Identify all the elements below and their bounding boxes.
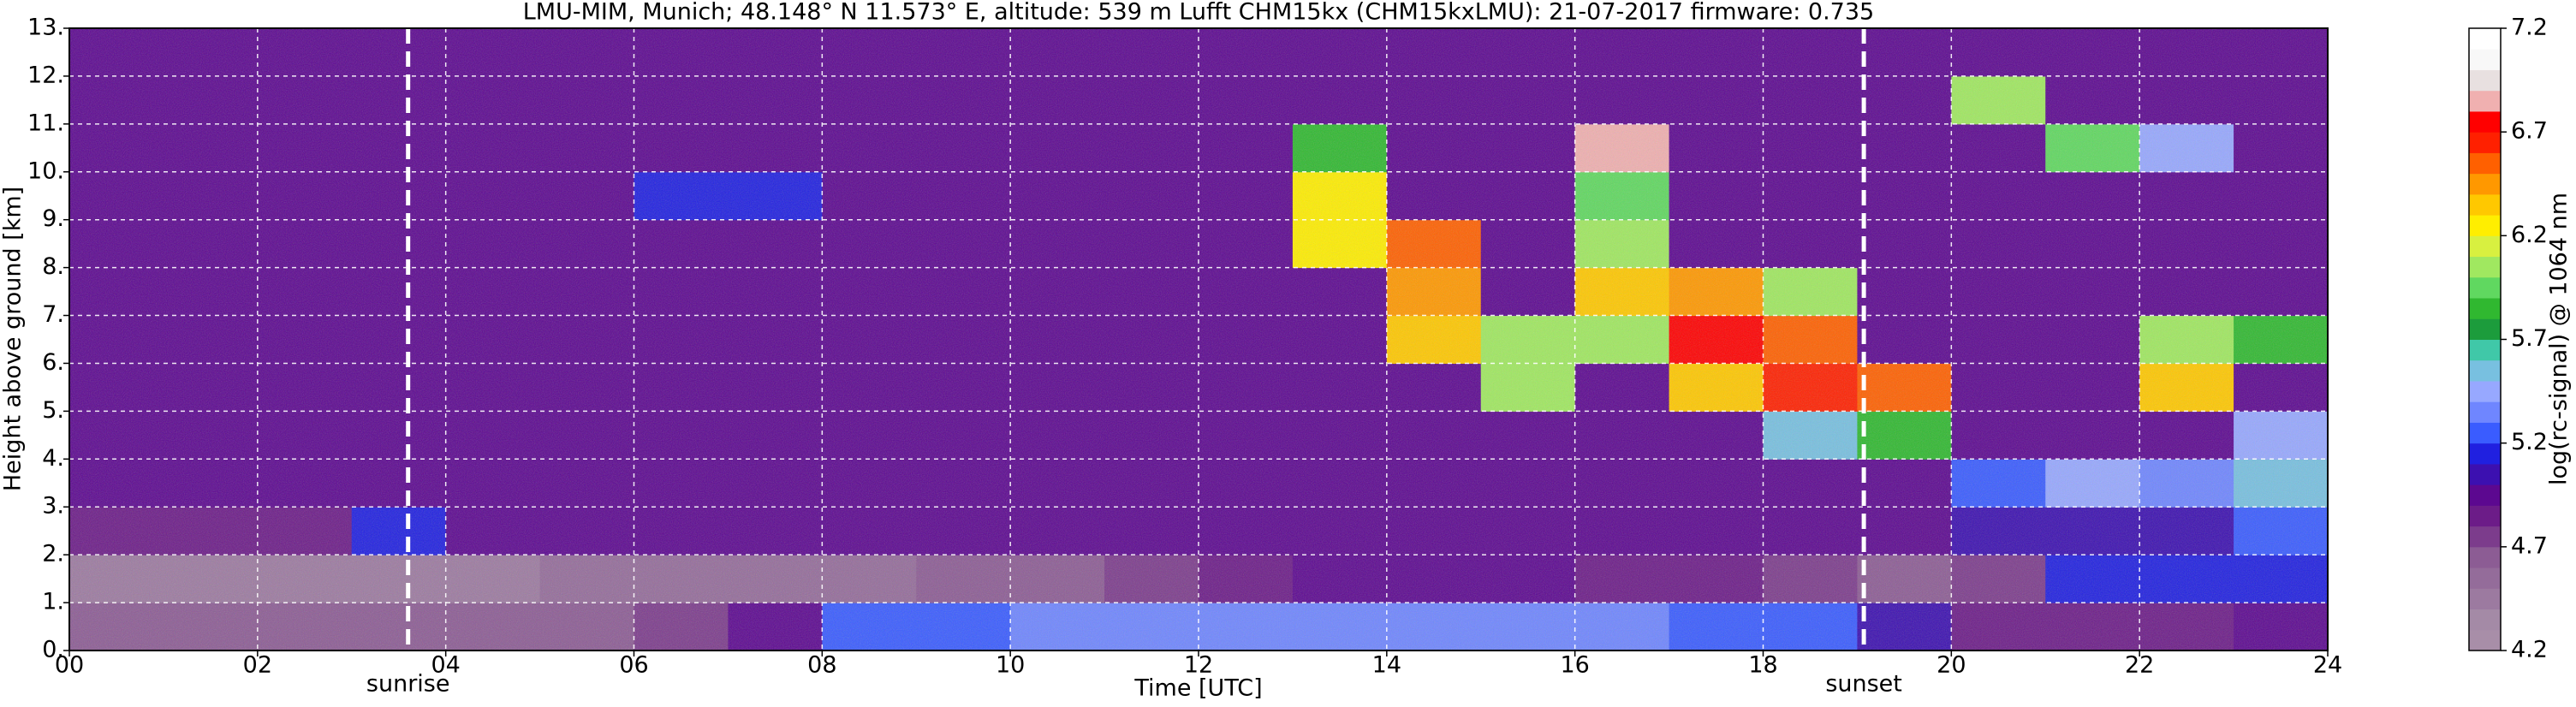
y-tick-label: 8. bbox=[42, 253, 64, 280]
colorbar-segment bbox=[2469, 215, 2501, 236]
x-tick-label: 18 bbox=[1748, 652, 1777, 679]
colorbar-segment bbox=[2469, 505, 2501, 527]
y-axis-label: Height above ground [km] bbox=[0, 187, 27, 491]
colorbar-tick-label: 4.7 bbox=[2511, 532, 2548, 559]
x-tick-label: 08 bbox=[807, 652, 836, 679]
x-tick-label: 04 bbox=[431, 652, 460, 679]
colorbar-segment bbox=[2469, 443, 2501, 465]
colorbar-segment bbox=[2469, 567, 2501, 589]
colorbar-tick-label: 6.2 bbox=[2511, 222, 2548, 248]
colorbar-segment bbox=[2469, 28, 2501, 50]
colorbar-segment bbox=[2469, 546, 2501, 568]
colorbar-segment bbox=[2469, 193, 2501, 216]
x-tick-label: 12 bbox=[1184, 652, 1213, 679]
colorbar-segment bbox=[2469, 401, 2501, 423]
colorbar-segment bbox=[2469, 110, 2501, 133]
y-tick-label: 11. bbox=[27, 110, 64, 136]
colorbar-segment bbox=[2469, 629, 2501, 651]
annotation-label: sunset bbox=[1825, 671, 1902, 698]
colorbar-segment bbox=[2469, 359, 2501, 382]
x-tick-label: 10 bbox=[996, 652, 1025, 679]
colorbar-segment bbox=[2469, 380, 2501, 402]
colorbar-tick-label: 6.7 bbox=[2511, 118, 2548, 145]
y-tick-label: 9. bbox=[42, 205, 64, 232]
colorbar-segment bbox=[2469, 132, 2501, 153]
plot-frame bbox=[68, 27, 2329, 651]
colorbar-tick-label: 5.2 bbox=[2511, 429, 2548, 455]
x-tick-label: 22 bbox=[2125, 652, 2154, 679]
y-tick-label: 4. bbox=[42, 445, 64, 472]
y-tick-label: 1. bbox=[42, 589, 64, 615]
colorbar-segment bbox=[2469, 173, 2501, 195]
colorbar-segment bbox=[2469, 152, 2501, 175]
colorbar-label: log(rc-signal) @ 1064 nm bbox=[2546, 193, 2573, 485]
x-tick-label: 24 bbox=[2313, 652, 2342, 679]
y-tick-label: 2. bbox=[42, 541, 64, 567]
annotation-label: sunrise bbox=[366, 671, 450, 698]
colorbar-segment bbox=[2469, 318, 2501, 340]
colorbar-tick-label: 5.7 bbox=[2511, 325, 2548, 352]
colorbar-segment bbox=[2469, 235, 2501, 258]
overlay: 00 02 04 06 08 10 12 14 16 18 20 22 24 0. 1. 2. 3. 4. 5. 6.… bbox=[27, 15, 2548, 698]
colorbar-segment bbox=[2469, 526, 2501, 548]
x-tick-label: 02 bbox=[243, 652, 272, 679]
colorbar-segment bbox=[2469, 588, 2501, 610]
chart-title: LMU-MIM, Munich; 48.148° N 11.573° E, al… bbox=[523, 0, 1874, 26]
colorbar-segment bbox=[2469, 69, 2501, 92]
colorbar-segment bbox=[2469, 609, 2501, 631]
x-axis-label: Time [UTC] bbox=[1133, 675, 1262, 702]
colorbar-tick-label: 4.2 bbox=[2511, 637, 2548, 663]
y-tick-label: 7. bbox=[42, 301, 64, 328]
y-tick-label: 13. bbox=[27, 15, 64, 41]
colorbar-segment bbox=[2469, 422, 2501, 444]
x-tick-label: 16 bbox=[1560, 652, 1589, 679]
y-tick-label: 5. bbox=[42, 397, 64, 424]
y-tick-label: 12. bbox=[27, 62, 64, 88]
colorbar-segment bbox=[2469, 90, 2501, 112]
y-tick-label: 6. bbox=[42, 349, 64, 376]
x-tick-label: 20 bbox=[1936, 652, 1966, 679]
colorbar-segment bbox=[2469, 256, 2501, 278]
colorbar-segment bbox=[2469, 484, 2501, 506]
x-tick-label: 14 bbox=[1372, 652, 1401, 679]
colorbar-segment bbox=[2469, 298, 2501, 319]
colorbar-segment bbox=[2469, 463, 2501, 485]
y-tick-label: 3. bbox=[42, 493, 64, 520]
y-tick-label: 0. bbox=[42, 637, 64, 663]
x-tick-label: 00 bbox=[55, 652, 84, 679]
y-tick-label: 10. bbox=[27, 157, 64, 184]
colorbar-segment bbox=[2469, 339, 2501, 361]
colorbar-segment bbox=[2469, 276, 2501, 299]
x-tick-label: 06 bbox=[619, 652, 648, 679]
colorbar-segment bbox=[2469, 49, 2501, 70]
colorbar-tick-label: 7.2 bbox=[2511, 15, 2548, 41]
